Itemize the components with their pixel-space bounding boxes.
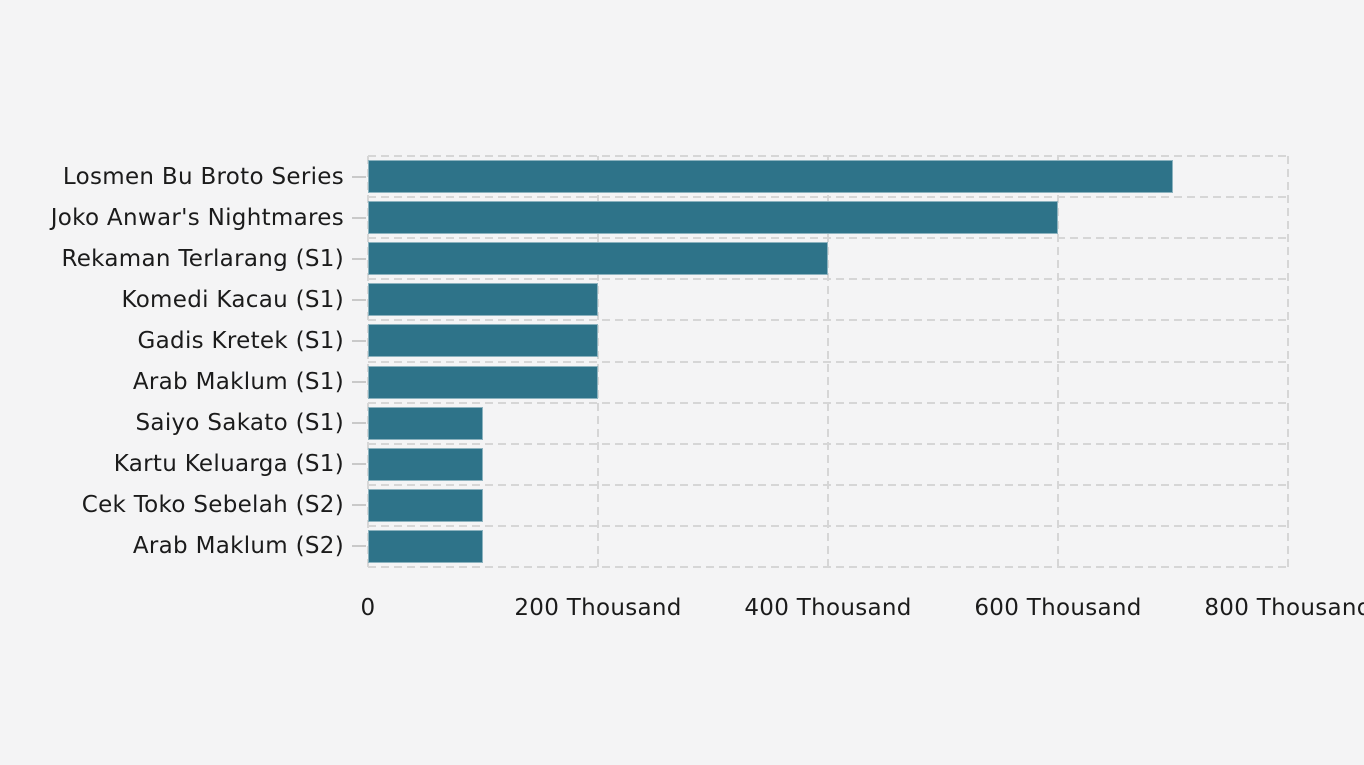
y-axis-tick [352,340,366,342]
bar [368,489,483,522]
y-axis-label: Joko Anwar's Nightmares [50,205,344,231]
y-axis-label: Losmen Bu Broto Series [62,164,344,190]
bar [368,407,483,440]
y-axis-tick [352,258,366,260]
y-axis-label: Arab Maklum (S1) [132,369,344,395]
bar [368,530,483,563]
x-axis-label: 200 Thousand [514,595,682,621]
y-axis-tick [352,299,366,301]
bar [368,242,828,275]
bar [368,283,598,316]
bar [368,448,483,481]
x-axis-label: 800 Thousand [1204,595,1364,621]
bar [368,201,1058,234]
gridline-vertical [597,156,599,567]
gridline-horizontal [368,566,1288,568]
y-axis-tick [352,422,366,424]
y-axis-tick [352,463,366,465]
y-axis-label: Cek Toko Sebelah (S2) [81,492,344,518]
plot-area [367,155,1289,568]
y-axis-tick [352,381,366,383]
y-axis-tick [352,217,366,219]
y-axis-label: Komedi Kacau (S1) [121,287,344,313]
gridline-vertical [827,156,829,567]
bar [368,160,1173,193]
y-axis-tick [352,504,366,506]
gridline-vertical [367,156,369,567]
x-axis-label: 600 Thousand [974,595,1142,621]
x-axis-label: 0 [360,595,376,621]
y-axis-label: Gadis Kretek (S1) [137,328,344,354]
y-axis-label: Kartu Keluarga (S1) [113,451,344,477]
y-axis-tick [352,176,366,178]
gridline-vertical [1287,156,1289,567]
x-axis-label: 400 Thousand [744,595,912,621]
y-axis-label: Saiyo Sakato (S1) [135,410,344,436]
gridline-vertical [1057,156,1059,567]
y-axis-label: Arab Maklum (S2) [132,533,344,559]
bar [368,366,598,399]
y-axis-tick [352,545,366,547]
bar [368,324,598,357]
y-axis-label: Rekaman Terlarang (S1) [61,246,344,272]
